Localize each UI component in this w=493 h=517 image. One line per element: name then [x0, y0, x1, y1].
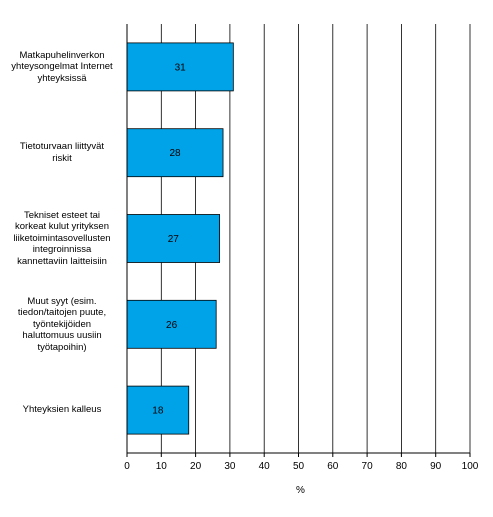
- x-tick-label: 100: [462, 461, 479, 472]
- x-tick-label: 90: [430, 461, 442, 472]
- bar: [126, 299, 217, 349]
- bar: [126, 128, 224, 178]
- category-label: Tekniset esteet tai korkeat kulut yrityks…: [2, 210, 122, 268]
- x-tick-label: 10: [156, 461, 168, 472]
- category-label-line: Matkapuhelinverkon: [19, 49, 105, 61]
- x-tick-label: 0: [124, 461, 130, 472]
- category-label-line: yhteysongelmat Internet: [11, 61, 113, 73]
- category-label: Yhteyksien kalleus: [2, 404, 122, 416]
- x-tick-label: 60: [327, 461, 339, 472]
- category-label-line: tiedon/taitojen puute,: [17, 307, 107, 319]
- data-label: 31: [175, 62, 187, 73]
- data-label: 26: [166, 320, 178, 331]
- x-tick-label: 50: [293, 461, 305, 472]
- category-label-line: Tietoturvaan liittyvät: [19, 141, 105, 153]
- x-axis-title: %: [296, 485, 305, 496]
- bar: [126, 385, 190, 435]
- x-tick-label: 70: [362, 461, 374, 472]
- category-label-line: Yhteyksien kalleus: [22, 404, 102, 416]
- category-label: Tietoturvaan liittyvät riskit: [2, 141, 122, 164]
- data-label: 18: [152, 406, 164, 417]
- category-label-line: riskit: [52, 152, 72, 164]
- category-label-line: integroinnissa: [32, 244, 92, 256]
- x-tick-label: 80: [396, 461, 408, 472]
- bar: [126, 42, 234, 92]
- category-label-line: korkeat kulut yrityksen: [15, 221, 109, 233]
- x-tick-label: 40: [259, 461, 271, 472]
- category-label-line: Muut syyt (esim.: [27, 295, 97, 307]
- category-label-line: haluttomuus uusiin: [22, 330, 102, 342]
- x-tick-label: 20: [190, 461, 202, 472]
- category-label-line: työntekijöiden: [32, 318, 92, 330]
- category-label-line: liiketoimintasovellusten: [13, 232, 111, 244]
- data-label: 27: [168, 234, 180, 245]
- category-label-line: kannettaviin laitteisiin: [17, 255, 107, 267]
- category-label-line: yhteyksissä: [37, 72, 87, 84]
- category-label: Matkapuhelinverkon yhteysongelmat Interne…: [2, 50, 122, 85]
- data-label: 28: [169, 148, 181, 159]
- category-label-line: työtapoihin): [37, 341, 87, 353]
- bar: [126, 214, 221, 263]
- category-label: Muut syyt (esim. tiedon/taitojen puute, ty…: [2, 296, 122, 354]
- category-label-line: Tekniset esteet tai: [23, 209, 101, 221]
- x-tick-label: 30: [224, 461, 236, 472]
